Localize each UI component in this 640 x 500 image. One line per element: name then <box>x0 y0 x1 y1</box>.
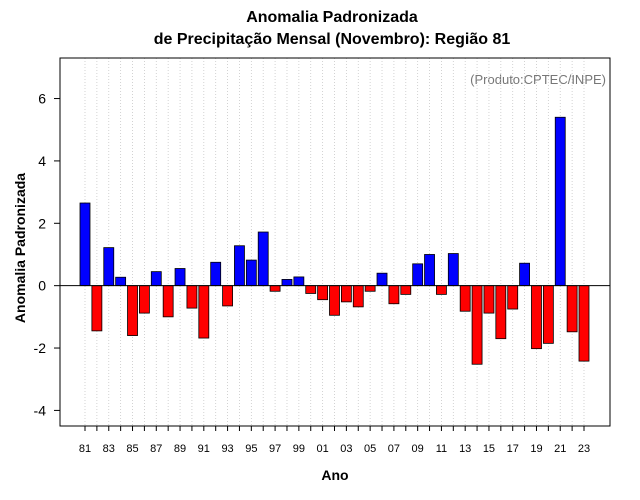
x-tick-label: 89 <box>174 443 186 455</box>
plot-frame <box>59 57 611 427</box>
bar-87 <box>150 271 162 287</box>
x-tick-label: 97 <box>269 443 281 455</box>
bar-99 <box>293 276 305 287</box>
bar-88 <box>162 285 174 318</box>
bar-93 <box>222 285 233 307</box>
x-tick-label: 91 <box>198 443 210 455</box>
y-tick-label: 2 <box>38 215 46 231</box>
bar-89 <box>174 268 186 287</box>
bar-04 <box>352 285 364 308</box>
x-tick-label: 95 <box>245 443 257 455</box>
x-tick-label: 07 <box>388 443 400 455</box>
bar-92 <box>210 261 222 287</box>
bar-13 <box>459 285 471 312</box>
x-tick-label: 01 <box>316 443 328 455</box>
bar-05 <box>364 285 376 292</box>
bar-95 <box>245 259 257 287</box>
bar-90 <box>186 285 198 309</box>
x-tick-label: 83 <box>103 443 115 455</box>
x-tick-label: 21 <box>554 443 566 455</box>
bar-12 <box>447 253 459 287</box>
bar-23 <box>578 285 590 362</box>
y-tick-label: -2 <box>34 340 47 356</box>
x-tick-label: 05 <box>364 443 376 455</box>
bar-82 <box>91 285 103 332</box>
bar-91 <box>198 285 210 339</box>
x-tick-label: 23 <box>578 443 590 455</box>
bar-16 <box>495 285 507 340</box>
bar-11 <box>436 285 447 295</box>
bar-86 <box>139 285 150 314</box>
bar-81 <box>79 202 91 287</box>
bar-84 <box>115 276 127 287</box>
bar-97 <box>269 285 281 292</box>
bar-14 <box>471 285 483 365</box>
bar-17 <box>507 285 519 310</box>
y-tick-label: 0 <box>38 278 46 294</box>
bar-03 <box>340 285 352 303</box>
x-tick-label: 87 <box>150 443 162 455</box>
bar-85 <box>127 285 138 336</box>
chart-title: Anomalia Padronizada <box>246 9 418 26</box>
x-tick-label: 09 <box>412 443 424 455</box>
x-tick-label: 11 <box>436 443 447 455</box>
bar-21 <box>554 116 566 287</box>
bar-20 <box>542 285 554 344</box>
bar-09 <box>412 263 424 287</box>
bar-19 <box>531 285 542 350</box>
x-axis-label: Ano <box>321 467 349 483</box>
x-tick-label: 81 <box>79 443 91 455</box>
bar-96 <box>257 231 269 287</box>
x-tick-label: 99 <box>293 443 305 455</box>
bar-15 <box>483 285 495 314</box>
bar-98 <box>281 279 293 287</box>
x-tick-label: 19 <box>530 443 542 455</box>
bar-18 <box>519 262 530 287</box>
chart-subtitle: de Precipitação Mensal (Novembro): Regiã… <box>153 31 511 48</box>
x-tick-label: 85 <box>126 443 138 455</box>
x-tick-label: 13 <box>459 443 471 455</box>
bar-83 <box>103 247 115 287</box>
bar-94 <box>234 245 245 287</box>
y-tick-label: 4 <box>38 153 46 169</box>
bar-10 <box>424 254 435 287</box>
bar-06 <box>376 272 388 287</box>
y-tick-label: -4 <box>34 402 47 418</box>
x-tick-label: 15 <box>483 443 495 455</box>
x-tick-label: 17 <box>507 443 519 455</box>
bar-07 <box>388 285 400 305</box>
bar-22 <box>566 285 578 333</box>
x-tick-label: 03 <box>340 443 352 455</box>
bar-02 <box>329 285 340 316</box>
bar-01 <box>317 285 329 301</box>
x-tick-label: 93 <box>221 443 233 455</box>
product-credit: (Produto:CPTEC/INPE) <box>470 72 606 87</box>
y-tick-label: 6 <box>38 91 46 107</box>
bar-00 <box>305 285 317 294</box>
bar-08 <box>400 285 412 295</box>
